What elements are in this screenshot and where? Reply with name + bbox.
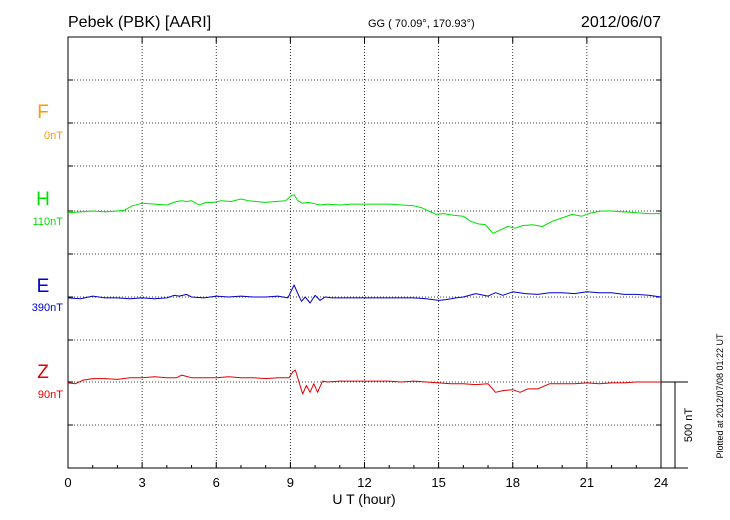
series-name-f: F (37, 102, 49, 123)
series-offset-h: 110nT (33, 216, 64, 228)
scale-bar: 500 nT (661, 381, 695, 469)
x-tick-label: 21 (580, 475, 594, 490)
plotted-at-note: Plotted at 2012/07/08 01:22 UT (715, 333, 725, 459)
trace-z (67, 369, 661, 395)
x-tick-label: 3 (139, 475, 146, 490)
x-tick-label: 18 (506, 475, 520, 490)
x-tick-label: 12 (357, 475, 371, 490)
x-tick-label: 0 (64, 475, 71, 490)
series-labels: F 0nT H 110nT E 390nT Z 90nT (32, 102, 63, 401)
series-name-e: E (37, 276, 50, 297)
x-tick-label: 24 (654, 475, 668, 490)
x-tick-label: 6 (213, 475, 220, 490)
trace-h (67, 194, 661, 234)
traces (67, 194, 662, 395)
series-name-z: Z (37, 362, 49, 383)
coordinates-label: GG ( 70.09°, 170.93°) (368, 18, 475, 30)
series-offset-f: 0nT (44, 130, 63, 142)
x-tick-label: 15 (431, 475, 445, 490)
x-axis-label: U T (hour) (332, 491, 395, 507)
station-title: Pebek (PBK) [AARI] (68, 14, 211, 31)
series-offset-z: 90nT (38, 389, 63, 401)
scale-bar-label: 500 nT (683, 408, 695, 443)
series-name-h: H (36, 189, 50, 210)
trace-e (67, 284, 662, 304)
x-tick-label: 9 (287, 475, 294, 490)
grid-lines (68, 37, 661, 468)
x-axis-ticks: 0 3 6 9 12 15 18 21 24 (64, 37, 668, 490)
date-label: 2012/06/07 (581, 14, 661, 31)
series-offset-e: 390nT (32, 302, 63, 314)
